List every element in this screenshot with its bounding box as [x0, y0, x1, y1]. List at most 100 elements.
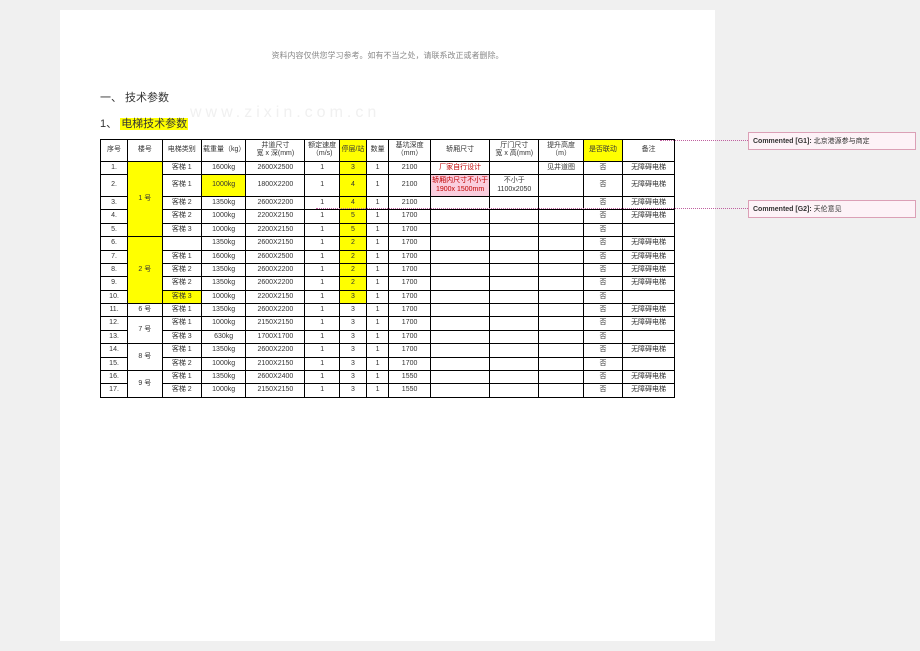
table-row: 1.1 号客梯 11600kg2600X25001312100厂家自行设计见井道… [101, 161, 675, 174]
cell-speed: 1 [305, 210, 339, 223]
cell-link: 否 [583, 250, 622, 263]
cell-rise [539, 250, 583, 263]
table-row: 9.客梯 21350kg2600X22001211700否无障碍电梯 [101, 277, 675, 290]
cell-speed: 1 [305, 371, 339, 384]
cell-pit: 1700 [389, 344, 431, 357]
cell-shaft: 2200X2150 [246, 290, 305, 303]
cell-note: 无障碍电梯 [623, 196, 675, 209]
cell-load: 1000kg [201, 317, 245, 330]
cell-car [431, 317, 490, 330]
cell-car [431, 196, 490, 209]
cell-qty: 1 [367, 161, 389, 174]
cell-speed: 1 [305, 161, 339, 174]
cell-speed: 1 [305, 175, 339, 197]
cell-note: 无障碍电梯 [623, 161, 675, 174]
cell-rise: 见井道图 [539, 161, 583, 174]
cell-type: 客梯 1 [162, 250, 201, 263]
cell-seq: 5. [101, 223, 128, 236]
cell-stops: 3 [339, 384, 366, 397]
cell-car [431, 210, 490, 223]
cell-rise [539, 357, 583, 370]
cell-pit: 1700 [389, 330, 431, 343]
cell-pit: 1700 [389, 210, 431, 223]
cell-type: 客梯 2 [162, 384, 201, 397]
table-row: 2.客梯 11000kg1800X22001412100轿厢内尺寸不小于 190… [101, 175, 675, 197]
comment-text: 天伦意见 [812, 206, 842, 213]
document-page: www.zixin.com.cn 资料内容仅供您学习参考。如有不当之处，请联系改… [60, 10, 715, 641]
cell-car [431, 277, 490, 290]
cell-seq: 2. [101, 175, 128, 197]
cell-type: 客梯 1 [162, 161, 201, 174]
col-header-door: 厅门尺寸宽 x 高(mm) [490, 140, 539, 162]
cell-pit: 1700 [389, 223, 431, 236]
cell-load: 1350kg [201, 263, 245, 276]
cell-car [431, 304, 490, 317]
cell-rise [539, 330, 583, 343]
bldg-cell: 1 号 [128, 161, 162, 236]
heading-elevator-params: 1、 电梯技术参数 [100, 115, 675, 131]
cell-note: 无障碍电梯 [623, 237, 675, 250]
cell-pit: 1700 [389, 250, 431, 263]
cell-seq: 13. [101, 330, 128, 343]
cell-shaft: 2150X2150 [246, 384, 305, 397]
table-row: 11.6 号客梯 11350kg2600X22001311700否无障碍电梯 [101, 304, 675, 317]
cell-link: 否 [583, 277, 622, 290]
cell-shaft: 2200X2150 [246, 210, 305, 223]
table-row: 16.9 号客梯 11350kg2600X24001311550否无障碍电梯 [101, 371, 675, 384]
disclaimer-text: 资料内容仅供您学习参考。如有不当之处，请联系改正或者删除。 [100, 50, 675, 61]
cell-load: 1600kg [201, 161, 245, 174]
cell-qty: 1 [367, 223, 389, 236]
cell-car [431, 384, 490, 397]
col-header-link: 是否联动 [583, 140, 622, 162]
cell-qty: 1 [367, 237, 389, 250]
cell-type: 客梯 3 [162, 223, 201, 236]
table-row: 8.客梯 21350kg2600X22001211700否无障碍电梯 [101, 263, 675, 276]
cell-link: 否 [583, 210, 622, 223]
cell-rise [539, 290, 583, 303]
cell-type: 客梯 2 [162, 277, 201, 290]
cell-rise [539, 196, 583, 209]
table-row: 3.客梯 21350kg2600X22001412100否无障碍电梯 [101, 196, 675, 209]
cell-pit: 2100 [389, 196, 431, 209]
bldg-cell: 9 号 [128, 371, 162, 398]
cell-link: 否 [583, 175, 622, 197]
cell-link: 否 [583, 161, 622, 174]
comment-box: Commented [G1]: 北京港源参与商定 [748, 132, 916, 150]
cell-stops: 3 [339, 371, 366, 384]
cell-seq: 16. [101, 371, 128, 384]
cell-qty: 1 [367, 371, 389, 384]
bldg-cell: 6 号 [128, 304, 162, 317]
cell-qty: 1 [367, 330, 389, 343]
cell-door [490, 210, 539, 223]
cell-car [431, 250, 490, 263]
cell-note: 无障碍电梯 [623, 344, 675, 357]
cell-note: 无障碍电梯 [623, 250, 675, 263]
cell-link: 否 [583, 263, 622, 276]
col-header-qty: 数量 [367, 140, 389, 162]
cell-pit: 1700 [389, 290, 431, 303]
col-header-shaft: 井道尺寸宽 x 深(mm) [246, 140, 305, 162]
cell-rise [539, 317, 583, 330]
cell-pit: 1700 [389, 237, 431, 250]
cell-qty: 1 [367, 277, 389, 290]
cell-qty: 1 [367, 344, 389, 357]
cell-car [431, 263, 490, 276]
cell-note [623, 290, 675, 303]
table-row: 13.客梯 3630kg1700X17001311700否 [101, 330, 675, 343]
cell-note: 无障碍电梯 [623, 317, 675, 330]
cell-load: 1350kg [201, 304, 245, 317]
cell-rise [539, 263, 583, 276]
cell-pit: 1700 [389, 317, 431, 330]
cell-speed: 1 [305, 344, 339, 357]
bldg-cell: 7 号 [128, 317, 162, 344]
cell-load: 1600kg [201, 250, 245, 263]
cell-door [490, 263, 539, 276]
cell-rise [539, 344, 583, 357]
cell-load: 1000kg [201, 290, 245, 303]
comment-tag: Commented [G1]: [753, 138, 812, 145]
cell-pit: 1700 [389, 277, 431, 290]
cell-speed: 1 [305, 277, 339, 290]
cell-load: 1000kg [201, 210, 245, 223]
cell-type: 客梯 1 [162, 317, 201, 330]
cell-note: 无障碍电梯 [623, 175, 675, 197]
